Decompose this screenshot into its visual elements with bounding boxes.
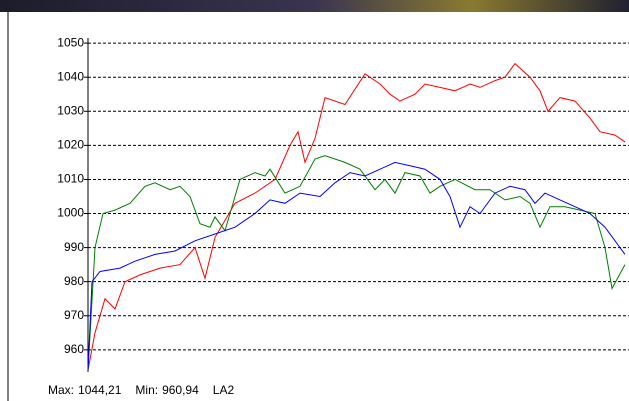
stat-label: Min: — [135, 383, 158, 397]
y-tick-label: 1010 — [57, 172, 84, 186]
data-line — [87, 161, 626, 371]
y-tick-label: 990 — [64, 240, 84, 254]
stat-value: 1044,21 — [78, 383, 122, 397]
y-tick-label: 1050 — [57, 35, 84, 49]
stat-label: Max: — [48, 383, 74, 397]
y-tick-label: 1000 — [57, 206, 84, 220]
stat-value: 960,94 — [162, 383, 199, 397]
y-tick-label: 970 — [64, 308, 84, 322]
data-line — [87, 155, 626, 371]
data-line — [87, 62, 626, 371]
stat-label: LA2 — [213, 383, 235, 397]
y-tick-label: 980 — [64, 274, 84, 288]
y-tick-label: 1020 — [57, 138, 84, 152]
banner-image — [0, 0, 629, 12]
stats: Max: 1044,21 Min: 960,94 LA2 — [48, 383, 234, 397]
y-tick-label: 1030 — [57, 103, 84, 117]
y-tick-label: 960 — [64, 342, 84, 356]
y-tick-label: 1040 — [57, 69, 84, 83]
